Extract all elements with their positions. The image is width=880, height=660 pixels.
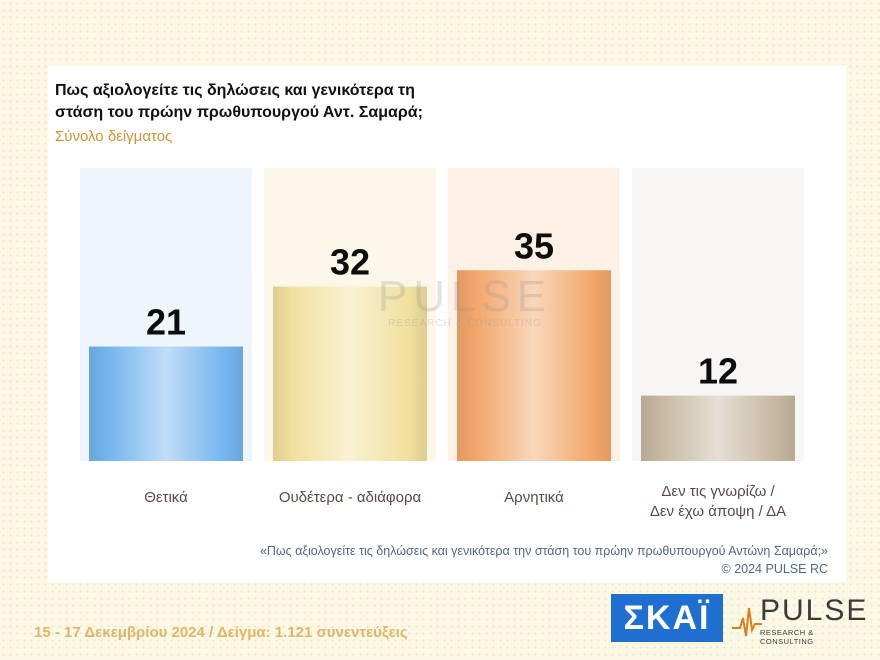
pulse-wave-icon [732, 607, 762, 637]
value-label-positive: 21 [146, 302, 186, 343]
category-label-line: Δεν έχω άποψη / ΔΑ [650, 503, 786, 520]
category-label-neutral: Ουδέτερα - αδιάφορα [279, 489, 422, 506]
skai-logo: ΣΚΑΪ [611, 594, 723, 642]
chart-subtitle: Σύνολο δείγματος [55, 128, 173, 145]
pulse-logo-main: PULSE [760, 594, 869, 627]
bar-neutral [273, 286, 427, 461]
pulse-logo-sub: RESEARCH & CONSULTING [760, 628, 814, 646]
category-label-positive: Θετικά [144, 489, 188, 506]
footnote-question: «Πως αξιολογείτε τις δηλώσεις και γενικό… [259, 544, 828, 558]
value-label-negative: 35 [514, 225, 554, 266]
category-label-dont-know: Δεν τις γνωρίζω / Δεν έχω άποψη / ΔΑ [650, 483, 786, 520]
bar-negative [457, 270, 611, 461]
footnote-copyright: © 2024 PULSE RC [721, 562, 828, 576]
chart-title-line-2: στάση του πρώην πρωθυπουργού Αντ. Σαμαρά… [55, 104, 423, 121]
category-label-line: Θετικά [144, 489, 188, 506]
footnote: «Πως αξιολογείτε τις δηλώσεις και γενικό… [260, 542, 828, 578]
category-label-line: Αρνητικά [504, 489, 564, 506]
category-label-line: Δεν τις γνωρίζω / [661, 483, 775, 500]
chart-title-line-1: Πως αξιολογείτε τις δηλώσεις και γενικότ… [55, 82, 415, 99]
survey-dates: 15 - 17 Δεκεμβρίου 2024 / Δείγμα: 1.121 … [34, 624, 408, 641]
pulse-logo: PULSE RESEARCH & CONSULTING [732, 594, 866, 646]
category-label-negative: Αρνητικά [504, 489, 564, 506]
value-label-dont-know: 12 [698, 351, 738, 392]
value-label-neutral: 32 [330, 242, 370, 283]
category-label-line: Ουδέτερα - αδιάφορα [279, 489, 422, 506]
chart-title: Πως αξιολογείτε τις δηλώσεις και γενικότ… [55, 80, 475, 124]
bar-positive [89, 346, 243, 461]
bar-dont-know [641, 395, 795, 461]
